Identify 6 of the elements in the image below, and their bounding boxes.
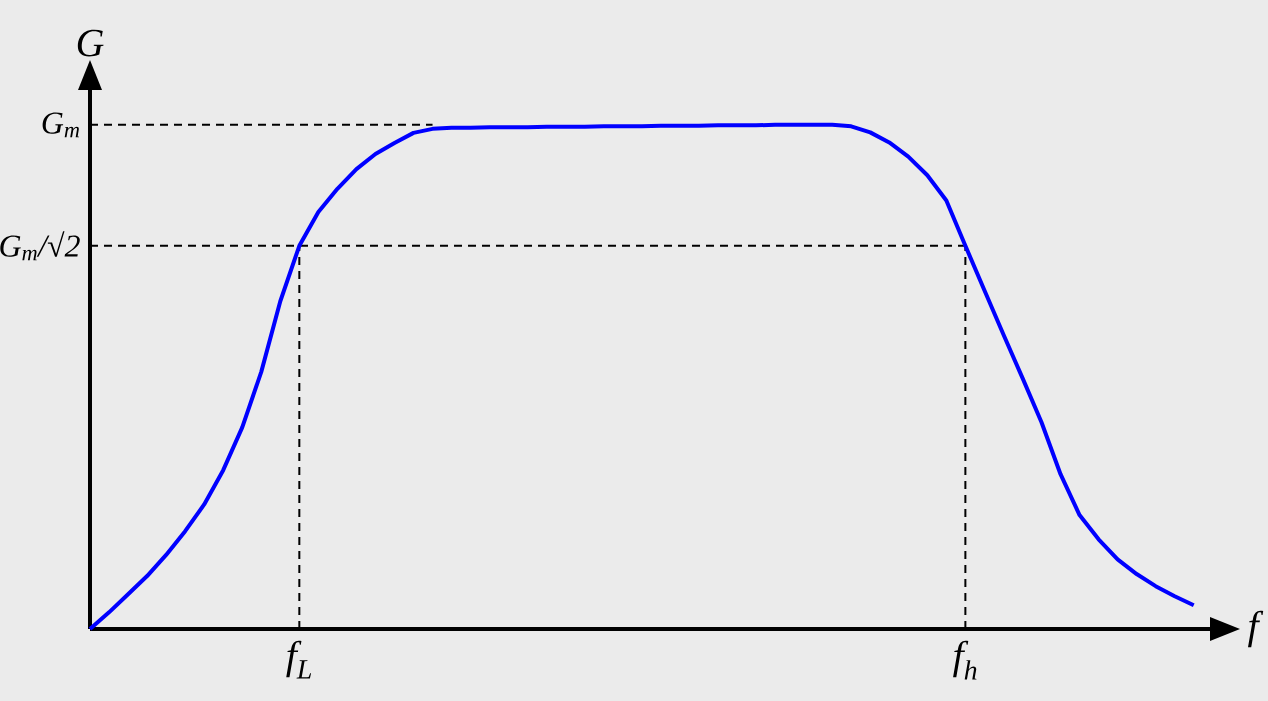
x-tick-label: f$_{h}$ [953, 640, 977, 680]
ref-line-label: G$_{m}$/√2 [0, 231, 80, 261]
x-axis-title: f [1247, 610, 1264, 648]
x-tick-label: f$_{L}$ [286, 640, 312, 679]
ref-line-label: G$_{m}$ [42, 112, 80, 138]
y-axis-title: G [77, 29, 104, 57]
